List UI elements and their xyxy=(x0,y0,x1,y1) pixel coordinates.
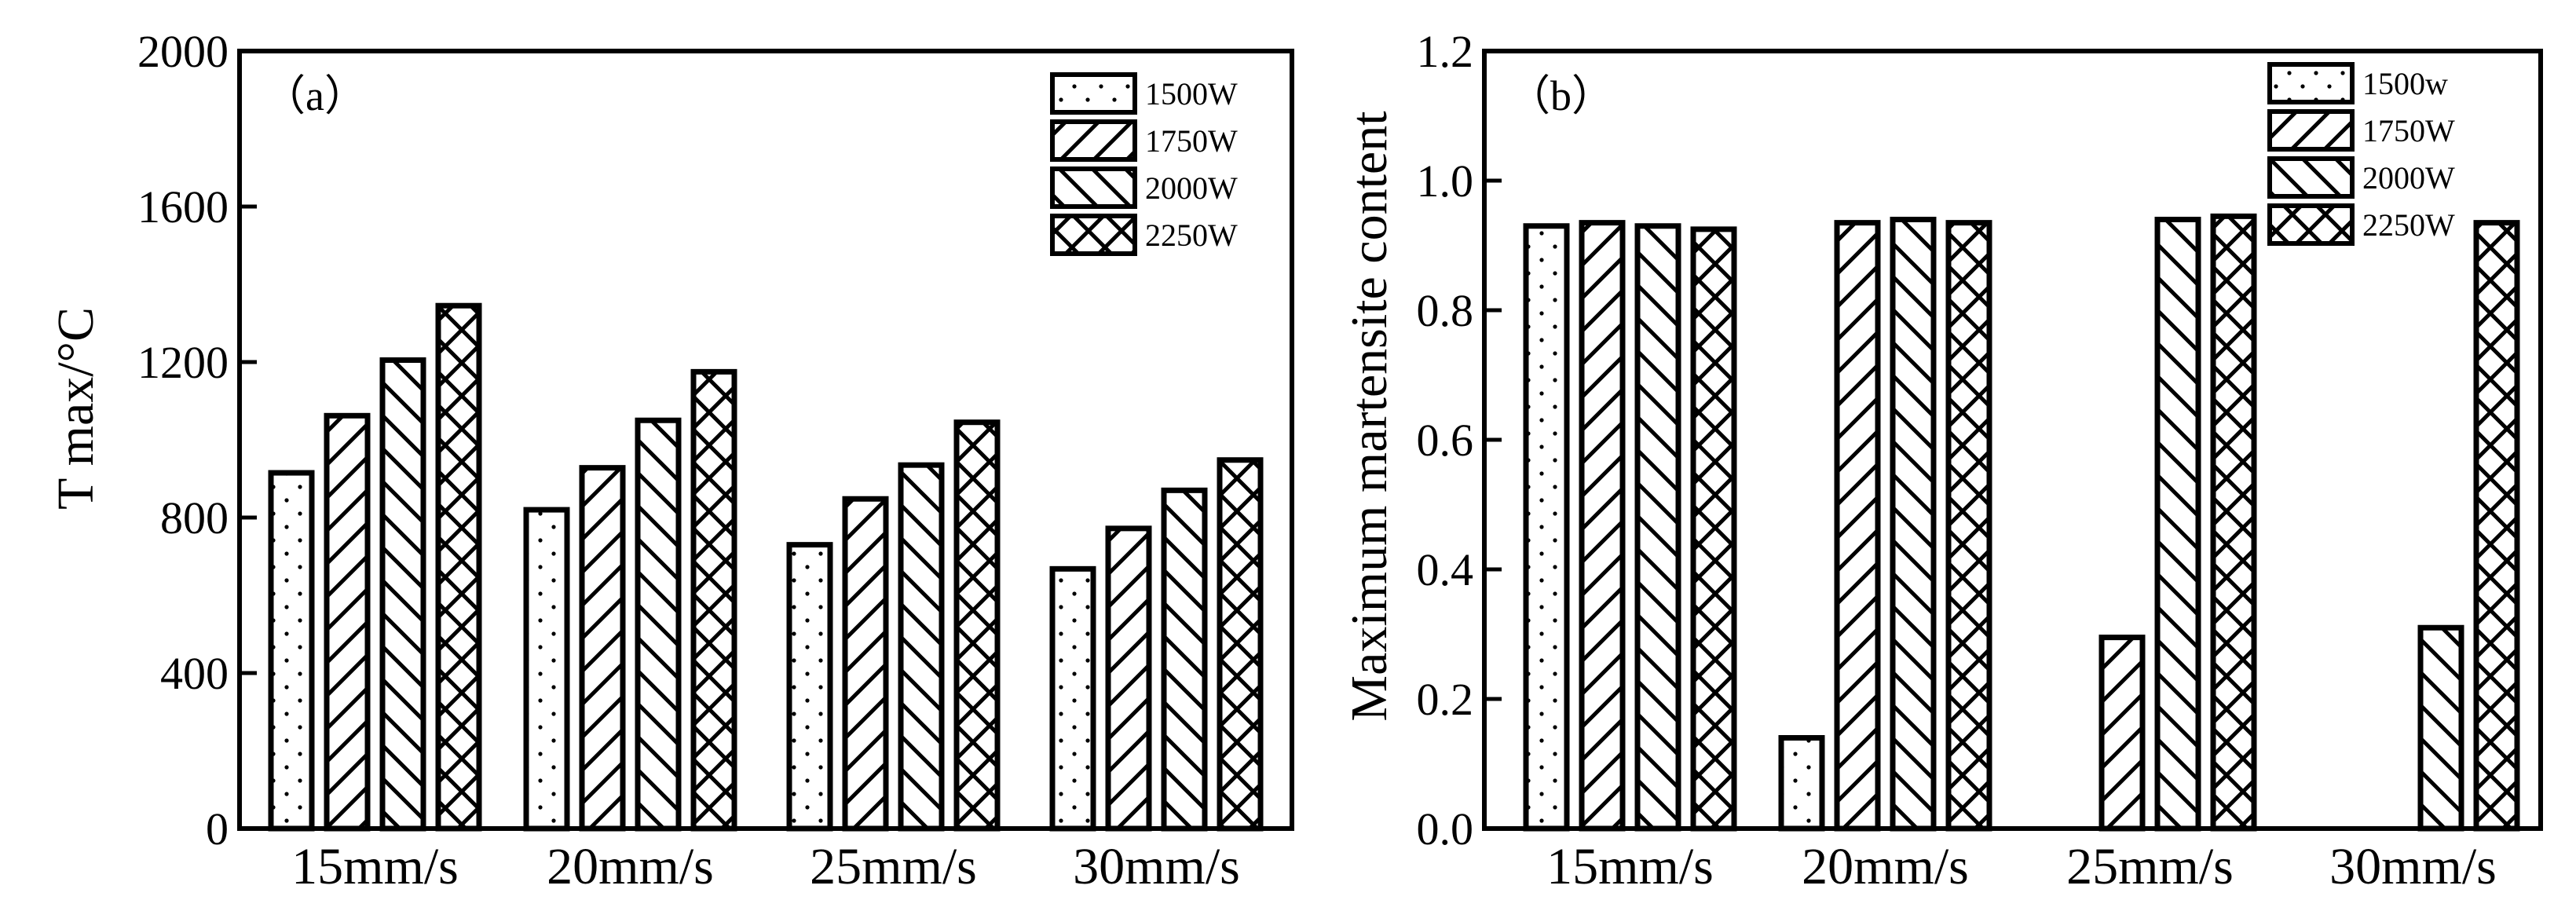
chart-panel-b: （b） Maximum martensite content 0.0 0.2 0.4… xyxy=(1341,26,2543,895)
x-category-label-a-1: 20mm/s xyxy=(547,838,714,895)
legend-swatch-a-2 xyxy=(1050,166,1137,209)
legend-swatch-b-0 xyxy=(2267,62,2355,104)
y-tick-label-a-4: 1600 xyxy=(137,181,229,232)
bar-b-1500w-20mm/s xyxy=(1778,735,1825,832)
bar-b-1750W-20mm/s xyxy=(1834,220,1881,832)
y-tick-label-b-3: 0.6 xyxy=(1417,415,1474,466)
legend-swatch-a-1 xyxy=(1050,119,1137,162)
x-category-label-a-3: 30mm/s xyxy=(1073,838,1240,895)
y-axis-title-b: Maximum martensite content xyxy=(1341,111,1398,721)
legend-label-b-0: 1500w xyxy=(2362,66,2448,101)
legend-swatch-b-3 xyxy=(2267,203,2355,246)
bar-a-1500W-20mm/s xyxy=(523,507,570,832)
bar-b-1750W-25mm/s xyxy=(2098,635,2146,832)
y-tick-label-b-5: 1.0 xyxy=(1417,155,1474,207)
y-tick-label-b-6: 1.2 xyxy=(1417,26,1474,77)
bar-a-1500W-15mm/s xyxy=(268,470,315,832)
bar-a-1750W-25mm/s xyxy=(842,496,889,832)
legend-label-b-2: 2000W xyxy=(2362,160,2455,196)
y-tick-label-a-1: 400 xyxy=(160,648,229,699)
bar-a-2250W-15mm/s xyxy=(435,302,482,832)
y-tick-label-b-0: 0.0 xyxy=(1417,803,1474,854)
bar-a-2000W-20mm/s xyxy=(635,417,682,832)
legend-label-a-0: 1500W xyxy=(1145,76,1238,112)
bar-b-1750W-15mm/s xyxy=(1579,220,1626,832)
legend-label-a-2: 2000W xyxy=(1145,170,1238,206)
legend-swatch-b-2 xyxy=(2267,156,2355,199)
bar-b-2250W-25mm/s xyxy=(2210,213,2257,832)
x-category-label-b-1: 20mm/s xyxy=(1802,838,1969,895)
bar-a-2250W-30mm/s xyxy=(1217,457,1264,832)
legend-swatch-a-0 xyxy=(1050,72,1137,115)
y-tick-label-a-5: 2000 xyxy=(137,26,229,77)
bar-a-2250W-20mm/s xyxy=(690,368,737,832)
y-tick-label-b-2: 0.4 xyxy=(1417,544,1474,595)
y-tick-label-a-0: 0 xyxy=(206,803,229,854)
legend-label-a-1: 1750W xyxy=(1145,123,1238,159)
y-tick-label-b-4: 0.8 xyxy=(1417,285,1474,336)
bar-a-1500W-25mm/s xyxy=(786,542,833,832)
bar-b-2000W-30mm/s xyxy=(2417,624,2464,832)
x-category-label-b-2: 25mm/s xyxy=(2066,838,2234,895)
bar-a-1500W-30mm/s xyxy=(1049,565,1096,832)
bar-a-1750W-15mm/s xyxy=(324,412,371,832)
bar-b-2000W-20mm/s xyxy=(1890,217,1937,832)
legend-swatch-b-1 xyxy=(2267,109,2355,152)
x-category-label-b-3: 30mm/s xyxy=(2329,838,2497,895)
bar-b-2250W-15mm/s xyxy=(1690,226,1737,832)
bar-b-2250W-20mm/s xyxy=(1945,220,1992,832)
legend-label-a-3: 2250W xyxy=(1145,218,1238,253)
y-tick-label-a-2: 800 xyxy=(160,492,229,543)
bar-a-2000W-30mm/s xyxy=(1161,487,1208,832)
bar-a-2000W-25mm/s xyxy=(898,462,945,832)
legend-swatch-a-3 xyxy=(1050,214,1137,256)
x-category-label-b-0: 15mm/s xyxy=(1546,838,1714,895)
legend-label-b-1: 1750W xyxy=(2362,113,2455,148)
chart-panel-a: （a） T max/°C 0 400 800 1200 1600 2000 15mm/s 2… xyxy=(47,26,1294,895)
plot-frame-a xyxy=(237,49,1294,831)
bar-a-1750W-30mm/s xyxy=(1105,525,1152,832)
x-category-label-a-0: 15mm/s xyxy=(291,838,459,895)
bar-a-2250W-25mm/s xyxy=(953,419,1001,832)
legend-label-b-3: 2250W xyxy=(2362,207,2455,243)
y-tick-label-b-1: 0.2 xyxy=(1417,674,1474,725)
bar-b-1500w-15mm/s xyxy=(1523,223,1570,832)
y-axis-title-a: T max/°C xyxy=(47,307,104,510)
x-category-label-a-2: 25mm/s xyxy=(810,838,977,895)
y-tick-label-a-3: 1200 xyxy=(137,337,229,388)
bar-b-2000W-15mm/s xyxy=(1634,223,1681,832)
bar-a-1750W-20mm/s xyxy=(579,465,626,832)
panel-label-a: （a） xyxy=(263,72,367,119)
bar-b-2000W-25mm/s xyxy=(2154,217,2201,832)
plot-frame-b xyxy=(1482,49,2543,831)
panel-label-b: （b） xyxy=(1508,72,1614,119)
bar-b-2250W-30mm/s xyxy=(2473,220,2520,832)
bar-a-2000W-15mm/s xyxy=(379,357,426,832)
